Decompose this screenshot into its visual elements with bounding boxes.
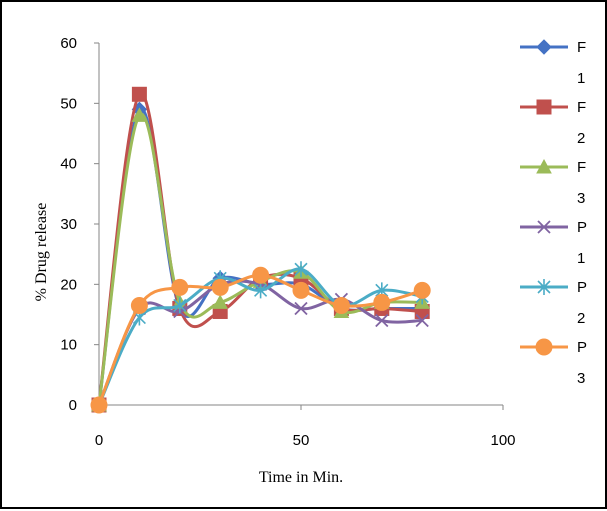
legend-marker: [536, 39, 552, 55]
y-tick-label: 0: [69, 397, 77, 414]
data-point: [415, 313, 429, 328]
y-axis-title: % Drug release: [33, 203, 50, 302]
legend-marker: [535, 338, 553, 356]
marker-shape: [254, 282, 268, 299]
marker-shape: [130, 296, 148, 314]
legend-item-f1: F1: [520, 39, 586, 87]
marker-shape: [294, 301, 308, 316]
data-point: [292, 281, 310, 299]
data-point: [131, 86, 147, 102]
data-point: [332, 296, 350, 314]
marker-shape: [536, 99, 552, 115]
legend-label-line2: 1: [577, 250, 585, 267]
marker-shape: [171, 278, 189, 296]
legend-label-line1: F: [577, 99, 586, 116]
series-f2: [91, 86, 430, 413]
marker-shape: [413, 281, 431, 299]
marker-shape: [537, 279, 551, 295]
legend-label-line2: 3: [577, 190, 585, 207]
series-line: [97, 112, 423, 406]
y-tick-label: 30: [60, 216, 77, 233]
marker-shape: [415, 313, 429, 328]
data-point: [173, 297, 187, 314]
x-tick-label: 50: [293, 432, 310, 449]
legend-marker: [537, 220, 551, 234]
data-point: [130, 296, 148, 314]
marker-shape: [90, 396, 108, 414]
marker-shape: [536, 39, 552, 55]
axes: 0 10 20 30 40 50 60 0 50 100: [60, 35, 515, 449]
legend-item-f3: F3: [520, 158, 586, 207]
marker-shape: [536, 158, 552, 174]
marker-shape: [535, 338, 553, 356]
data-point: [131, 107, 148, 122]
legend-item-p1: P1: [520, 219, 587, 267]
data-point: [375, 313, 389, 328]
legend-marker: [536, 158, 552, 174]
data-point: [294, 301, 308, 316]
series-line: [97, 279, 423, 406]
series-layer: [90, 86, 431, 414]
legend-label-line1: P: [577, 339, 587, 356]
y-tick-label: 20: [60, 276, 77, 293]
data-point: [413, 281, 431, 299]
data-point: [373, 293, 391, 311]
legend-label-line1: P: [577, 219, 587, 236]
y-tick-label: 10: [60, 337, 77, 354]
marker-shape: [252, 266, 270, 284]
marker-shape: [537, 220, 551, 234]
marker-shape: [173, 297, 187, 314]
marker-shape: [375, 313, 389, 328]
data-point: [211, 278, 229, 296]
data-point: [294, 261, 308, 278]
legend-marker: [537, 279, 551, 295]
legend-label-line2: 2: [577, 310, 585, 327]
marker-shape: [294, 261, 308, 278]
marker-shape: [373, 293, 391, 311]
marker-shape: [292, 281, 310, 299]
marker-shape: [212, 294, 229, 309]
y-tick-label: 60: [60, 35, 77, 52]
legend-item-f2: F2: [520, 99, 586, 147]
y-tick-label: 40: [60, 156, 77, 173]
legend-item-p2: P2: [520, 279, 587, 327]
data-point: [212, 294, 229, 309]
series-line: [97, 92, 423, 406]
x-axis-title: Time in Min.: [259, 469, 343, 486]
data-point: [90, 396, 108, 414]
series-f3: [91, 107, 431, 412]
marker-shape: [332, 296, 350, 314]
legend-label-line2: 2: [577, 130, 585, 147]
series-line: [97, 107, 423, 406]
series-p2: [92, 261, 429, 413]
data-point: [254, 282, 268, 299]
legend-label-line1: P: [577, 279, 587, 296]
y-tick-label: 50: [60, 95, 77, 112]
data-point: [252, 266, 270, 284]
legend-item-p3: P3: [520, 338, 587, 387]
legend-label-line1: F: [577, 39, 586, 56]
series-f1: [91, 101, 430, 413]
legend-marker: [536, 99, 552, 115]
legend-label-line1: F: [577, 159, 586, 176]
marker-shape: [211, 278, 229, 296]
series-p3: [90, 266, 431, 414]
legend-label-line2: 1: [577, 70, 585, 87]
marker-shape: [131, 86, 147, 102]
legend-label-line2: 3: [577, 370, 585, 387]
x-tick-label: 0: [95, 432, 103, 449]
x-tick-label: 100: [490, 432, 515, 449]
data-point: [171, 278, 189, 296]
marker-shape: [131, 107, 148, 122]
